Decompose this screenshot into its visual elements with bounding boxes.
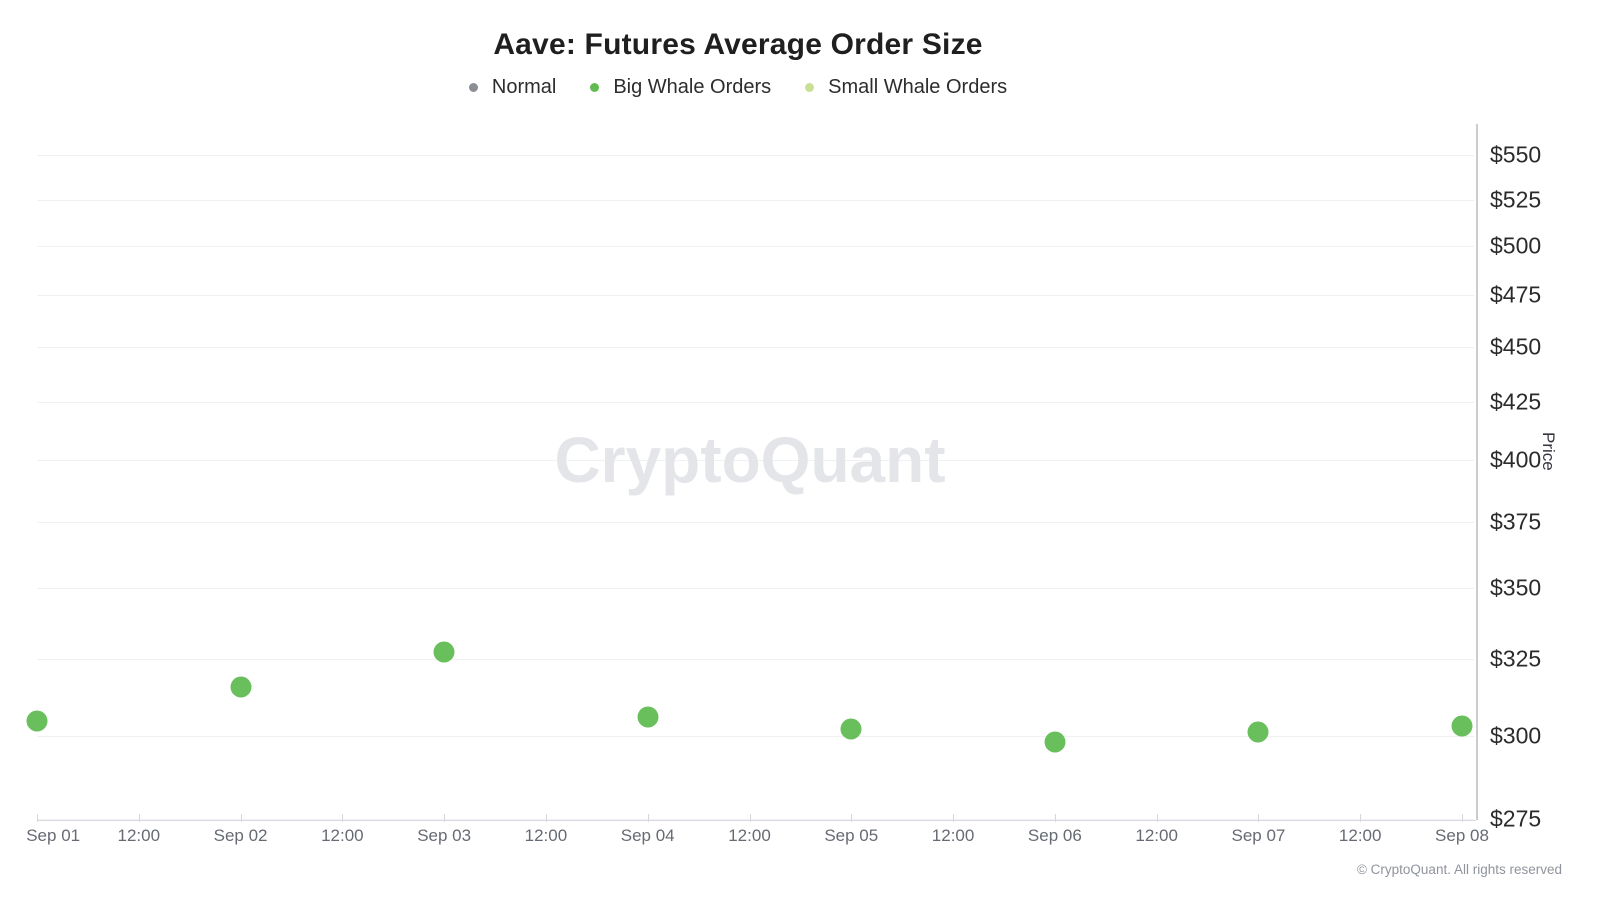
cryptoquant-watermark: CryptoQuant xyxy=(554,424,946,496)
legend-label: Normal xyxy=(491,76,557,98)
x-axis-tick xyxy=(342,814,344,822)
x-axis-tick xyxy=(1156,814,1158,822)
data-point-big-whale-orders[interactable] xyxy=(840,718,862,740)
y-axis-tick-label: $550 xyxy=(1490,141,1542,168)
x-axis-tick-label: 12:00 xyxy=(1135,826,1178,845)
x-axis-tick xyxy=(37,814,38,822)
y-axis-tick-label: $475 xyxy=(1490,281,1542,308)
data-point-big-whale-orders[interactable] xyxy=(26,710,48,732)
gridline xyxy=(37,155,1474,156)
y-axis-tick-label: $375 xyxy=(1490,508,1542,535)
y-axis-tick-label: $525 xyxy=(1490,186,1542,213)
data-point-big-whale-orders[interactable] xyxy=(1044,731,1066,753)
x-axis-tick xyxy=(1462,814,1463,822)
y-axis-tick-label: $275 xyxy=(1490,805,1542,832)
x-axis-tick-label: Sep 08 xyxy=(1435,826,1489,845)
y-axis-tick-label: $450 xyxy=(1490,333,1542,360)
x-axis-tick xyxy=(1360,814,1362,822)
y-axis-tick-label: $350 xyxy=(1490,574,1542,601)
copyright-text: © CryptoQuant. All rights reserved xyxy=(1356,862,1562,877)
x-axis-tick xyxy=(138,814,140,822)
data-point-big-whale-orders[interactable] xyxy=(1451,715,1473,737)
legend-item-normal[interactable]: Normal xyxy=(468,76,557,99)
gridline xyxy=(37,199,1474,201)
gridline xyxy=(37,402,1474,403)
x-axis-tick-label: 12:00 xyxy=(728,826,771,845)
x-axis-tick xyxy=(749,814,751,822)
gridline xyxy=(37,347,1474,349)
x-axis-line xyxy=(37,820,1476,821)
x-axis-tick-label: 12:00 xyxy=(1338,826,1382,845)
chart-title: Aave: Futures Average Order Size xyxy=(493,28,983,61)
legend-label: Big Whale Orders xyxy=(613,76,772,98)
y-axis-line xyxy=(1476,124,1478,820)
x-axis-tick xyxy=(1054,814,1056,822)
legend: Normal Big Whale Orders Small Whale Orders xyxy=(0,76,1476,99)
x-axis-tick xyxy=(851,814,853,822)
data-point-big-whale-orders[interactable] xyxy=(433,641,455,663)
y-axis-tick-label: $500 xyxy=(1490,232,1542,259)
x-axis-tick xyxy=(444,814,446,822)
x-axis-tick-label: 12:00 xyxy=(117,826,161,845)
y-axis-tick-label: $425 xyxy=(1490,388,1542,415)
x-axis-tick xyxy=(1258,814,1260,822)
x-axis-tick-label: Sep 04 xyxy=(620,826,675,845)
x-axis-tick-label: Sep 03 xyxy=(417,826,472,845)
legend-label: Small Whale Orders xyxy=(828,76,1008,98)
x-axis-tick-label: Sep 02 xyxy=(213,826,268,845)
legend-marker-small-whale-orders-icon xyxy=(805,83,815,92)
x-axis-tick-label: Sep 07 xyxy=(1231,826,1286,845)
legend-item-big-whale-orders[interactable]: Big Whale Orders xyxy=(590,76,771,99)
y-axis-tick-label: $400 xyxy=(1490,446,1542,473)
y-axis-title: Price xyxy=(1539,432,1558,471)
gridline xyxy=(37,246,1474,248)
gridline xyxy=(37,735,1474,737)
data-point-big-whale-orders[interactable] xyxy=(230,676,252,698)
gridline xyxy=(37,460,1474,462)
x-axis-tick-label: Sep 06 xyxy=(1027,826,1082,845)
x-axis-tick-label: 12:00 xyxy=(321,826,364,845)
y-axis-tick-label: $325 xyxy=(1490,645,1542,672)
x-axis-tick-label: 12:00 xyxy=(524,826,568,845)
x-axis-tick xyxy=(953,814,955,822)
gridline xyxy=(37,588,1474,589)
gridline xyxy=(37,819,1474,821)
data-point-big-whale-orders[interactable] xyxy=(637,706,659,728)
x-axis-tick xyxy=(240,814,242,822)
legend-marker-big-whale-orders-icon xyxy=(590,83,600,92)
x-axis-tick-label: Sep 01 xyxy=(26,826,81,845)
legend-item-small-whale-orders[interactable]: Small Whale Orders xyxy=(805,76,1007,99)
x-axis-tick xyxy=(545,814,547,822)
legend-marker-normal-icon xyxy=(468,83,478,92)
x-axis-tick xyxy=(647,814,649,822)
y-axis-tick-label: $300 xyxy=(1490,722,1542,749)
gridline xyxy=(37,658,1474,660)
x-axis-tick-label: 12:00 xyxy=(931,826,975,845)
x-axis-tick-label: Sep 05 xyxy=(824,826,879,845)
gridline xyxy=(37,521,1474,523)
data-point-big-whale-orders[interactable] xyxy=(1247,721,1269,743)
gridline xyxy=(37,295,1474,297)
